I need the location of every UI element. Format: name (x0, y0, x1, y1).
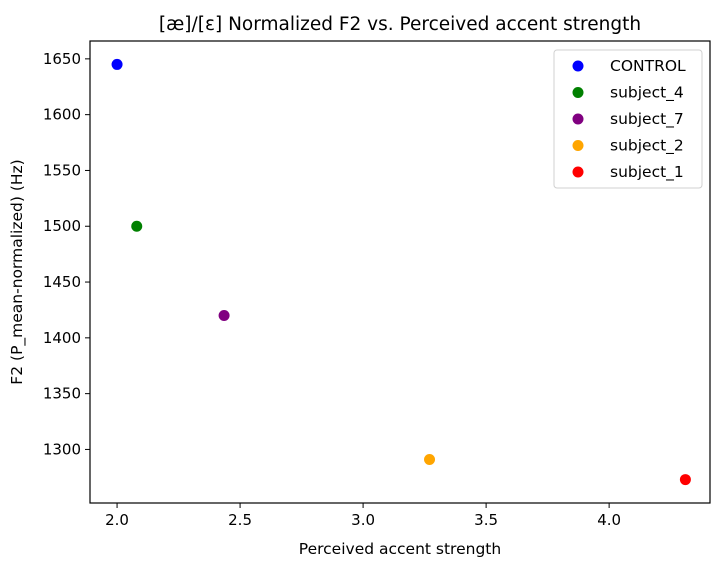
y-tick-label: 1650 (43, 50, 81, 68)
data-point-subject-7 (218, 310, 230, 322)
y-tick-label: 1500 (43, 217, 81, 235)
y-tick-label: 1300 (43, 440, 81, 458)
legend-label: subject_7 (610, 110, 684, 129)
y-tick-label: 1550 (43, 161, 81, 179)
legend-box (553, 49, 703, 189)
y-tick-label: 1600 (43, 106, 81, 124)
legend-label: subject_2 (610, 137, 684, 156)
y-axis: 1300 1350 1400 1450 1500 1550 1600 1650 (43, 50, 90, 458)
data-point-control (111, 58, 123, 70)
x-axis: 2.0 2.5 3.0 3.5 4.0 (105, 503, 621, 529)
legend-marker (572, 140, 584, 151)
data-points (111, 58, 691, 486)
legend: CONTROL subject_4 subject_7 subject_2subjec… (553, 49, 703, 189)
legend-label: subject_1 (610, 163, 684, 182)
legend-marker (572, 60, 584, 72)
legend-marker (572, 113, 584, 125)
data-point-subject-2 (424, 453, 436, 465)
x-axis-label: Perceived accent strength (299, 540, 501, 558)
legend-label: CONTROL (610, 57, 686, 75)
plot-frame (89, 40, 711, 504)
x-tick-label: 3.0 (351, 511, 375, 529)
legend-label: subject_4 (610, 84, 684, 103)
x-tick-label: 3.5 (474, 511, 498, 529)
data-point-subject-1 (679, 474, 691, 486)
legend-items: CONTROL subject_4 subject_7 subject_2subjec… (572, 57, 686, 182)
x-tick-label: 2.5 (228, 511, 252, 529)
x-tick-label: 4.0 (597, 511, 621, 529)
y-tick-label: 1450 (43, 273, 81, 291)
x-tick-label: 2.0 (105, 511, 129, 529)
data-point-subject-4 (131, 220, 143, 232)
y-tick-label: 1350 (43, 385, 81, 403)
y-tick-label: 1400 (43, 329, 81, 347)
chart-title: [æ]/[ɛ] Normalized F2 vs. Perceived acce… (159, 14, 641, 35)
legend-marker (572, 87, 584, 98)
legend-marker (572, 166, 584, 178)
y-axis-label: F2 (P_mean-normalized) (Hz) (8, 159, 27, 384)
